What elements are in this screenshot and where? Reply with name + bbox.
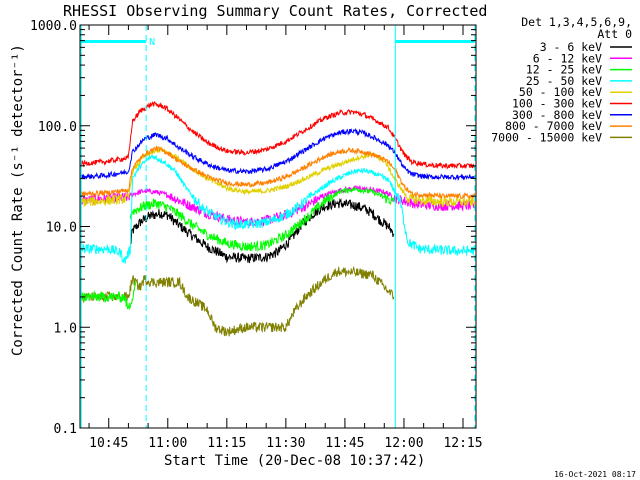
- legend-header-line2: Att 0: [597, 27, 632, 41]
- generation-timestamp: 16-Oct-2021 08:17: [554, 470, 636, 479]
- legend-label: 3 - 6 keV: [540, 40, 602, 54]
- x-tick-label: 12:00: [384, 436, 423, 451]
- series-line: [80, 145, 476, 200]
- legend-label: 12 - 25 keV: [526, 63, 602, 77]
- x-tick-label: 12:15: [443, 436, 482, 451]
- series-line: [80, 154, 476, 264]
- x-tick-label: 10:45: [89, 436, 128, 451]
- night-bar-label: N: [149, 37, 155, 48]
- x-axis-label: Start Time (20-Dec-08 10:37:42): [164, 453, 425, 469]
- plot-area: N: [80, 25, 476, 428]
- x-axis: 10:45 11:00 11:15 11:30 11:45 12:00 12:15: [88, 25, 483, 451]
- y-tick-label: 100.0: [38, 120, 77, 135]
- night-bar: [81, 40, 147, 43]
- series-line: [129, 186, 395, 253]
- y-tick-label: 1000.0: [30, 19, 77, 34]
- legend-label: 6 - 12 keV: [533, 51, 602, 65]
- x-tick-label: 11:30: [266, 436, 305, 451]
- legend-header-line1: Det 1,3,4,5,6,9,: [521, 15, 632, 29]
- x-tick-label: 11:15: [207, 436, 246, 451]
- chart-title: RHESSI Observing Summary Count Rates, Co…: [63, 2, 487, 20]
- x-tick-label: 11:45: [325, 436, 364, 451]
- series-line: [80, 101, 476, 170]
- series-line: [130, 197, 395, 264]
- y-tick-label: 10.0: [46, 221, 77, 236]
- legend-label: 300 - 800 keV: [512, 108, 602, 122]
- legend-label: 800 - 7000 keV: [505, 119, 602, 133]
- y-axis: 0.1 1.0 10.0 100.0 1000.0: [30, 19, 476, 437]
- y-tick-label: 1.0: [54, 321, 77, 336]
- night-bar: [395, 40, 475, 43]
- series-line: [80, 127, 476, 182]
- series-line: [80, 281, 137, 311]
- y-tick-label: 0.1: [54, 422, 77, 437]
- legend-label: 25 - 50 keV: [526, 74, 602, 88]
- legend-label: 50 - 100 keV: [519, 85, 602, 99]
- series-line: [80, 265, 395, 337]
- x-tick-label: 11:00: [148, 436, 187, 451]
- legend-label: 7000 - 15000 keV: [491, 130, 602, 144]
- y-axis-label: Corrected Count Rate (s⁻¹ detector⁻¹): [10, 44, 26, 356]
- legend-label: 100 - 300 keV: [512, 97, 602, 111]
